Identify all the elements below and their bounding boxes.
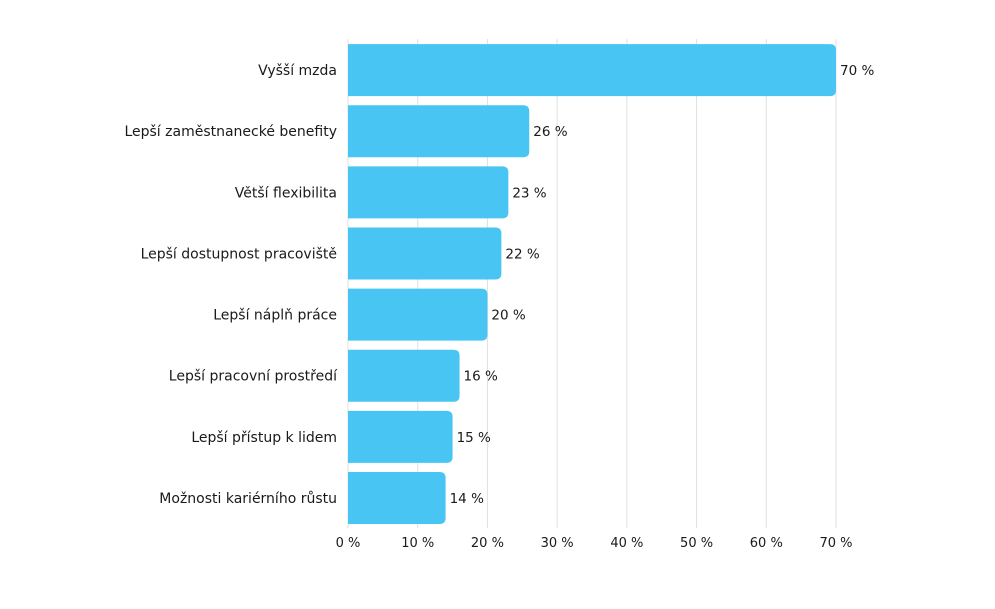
data-label: 26 % — [533, 124, 567, 140]
data-label: 22 % — [505, 246, 539, 262]
category-label: Možnosti kariérního růstu — [159, 491, 337, 507]
bar — [348, 166, 509, 219]
bar — [348, 44, 836, 97]
x-tick-label: 60 % — [750, 536, 783, 551]
category-label: Vyšší mzda — [258, 63, 337, 79]
data-label: 20 % — [491, 308, 525, 324]
x-tick-label: 0 % — [336, 536, 361, 551]
bar — [348, 471, 446, 524]
bar — [348, 288, 488, 341]
category-label: Lepší pracovní prostředí — [169, 369, 338, 385]
x-tick-label: 70 % — [819, 536, 852, 551]
x-tick-label: 10 % — [401, 536, 434, 551]
x-tick-label: 40 % — [610, 536, 643, 551]
category-label: Větší flexibilita — [235, 185, 337, 201]
x-tick-label: 20 % — [471, 536, 504, 551]
data-label: 23 % — [512, 185, 546, 201]
data-label: 70 % — [840, 63, 874, 79]
category-label: Lepší dostupnost pracoviště — [141, 246, 337, 262]
bar — [348, 349, 460, 402]
bar — [348, 410, 453, 463]
bars — [348, 44, 836, 524]
category-label: Lepší náplň práce — [213, 308, 337, 324]
category-label: Lepší přístup k lidem — [191, 430, 337, 446]
labels: 0 % 10 % 20 % 30 % 40 % 50 % 60 % 70 % Vyšší mzd… — [124, 63, 874, 551]
bar — [348, 227, 502, 280]
x-tick-label: 30 % — [541, 536, 574, 551]
data-label: 16 % — [464, 369, 498, 385]
data-label: 14 % — [450, 491, 484, 507]
category-label: Lepší zaměstnanecké benefity — [124, 124, 337, 140]
x-tick-label: 50 % — [680, 536, 713, 551]
data-label: 15 % — [457, 430, 491, 446]
bar — [348, 105, 530, 158]
